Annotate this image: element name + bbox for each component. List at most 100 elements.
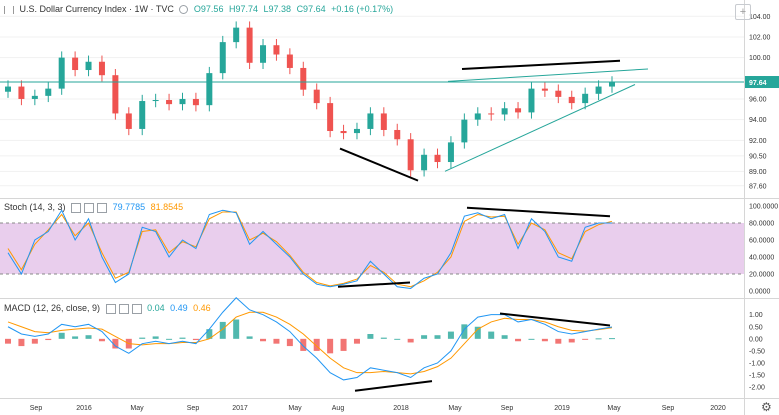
macd-hist-bar bbox=[340, 338, 347, 351]
macd-hist-bar bbox=[407, 338, 414, 343]
macd-hist-bar bbox=[260, 338, 267, 342]
stoch-tick: 60.0000 bbox=[749, 238, 774, 245]
time-tick: Sep bbox=[501, 405, 514, 412]
candle-body bbox=[300, 67, 307, 90]
add-compare-icon[interactable]: + bbox=[735, 4, 751, 20]
macd-hist-bar bbox=[246, 336, 253, 339]
candle bbox=[300, 61, 307, 96]
candle-body bbox=[447, 142, 454, 163]
candle-body bbox=[367, 113, 374, 129]
candle bbox=[515, 102, 522, 119]
price-tick: 102.00 bbox=[749, 34, 771, 41]
candle bbox=[45, 82, 52, 103]
macd-hist-bar bbox=[152, 336, 159, 339]
candle bbox=[541, 82, 548, 97]
candle bbox=[340, 124, 347, 140]
candle-body bbox=[528, 88, 535, 113]
macd-hist-bar bbox=[179, 337, 186, 339]
macd-hist-bar bbox=[233, 319, 240, 339]
candle-body bbox=[313, 89, 320, 104]
visibility-icon[interactable] bbox=[105, 303, 116, 314]
candle-body bbox=[206, 73, 213, 106]
macd-divergence-low bbox=[354, 380, 433, 392]
gear-icon[interactable]: ⚙ bbox=[761, 400, 772, 414]
ohlc-high: H97.74 bbox=[228, 4, 258, 14]
settings-icon[interactable] bbox=[118, 303, 129, 314]
stoch-name[interactable]: Stoch (14, 3, 3) bbox=[4, 202, 66, 212]
price-tick: 96.00 bbox=[749, 96, 767, 103]
macd-hist-bar bbox=[595, 338, 602, 340]
macd-hist-bar bbox=[488, 331, 495, 339]
macd-divergence-top bbox=[499, 312, 611, 327]
time-tick: May bbox=[130, 405, 144, 412]
price-tick: 89.00 bbox=[749, 169, 767, 176]
candle bbox=[582, 87, 589, 110]
price-tick: 90.50 bbox=[749, 153, 767, 160]
macd-hist-bar bbox=[273, 338, 280, 344]
candle-body bbox=[353, 128, 360, 134]
candle-body bbox=[58, 57, 65, 89]
macd-tick: -2.00 bbox=[749, 385, 765, 392]
divergence-line-low bbox=[339, 147, 419, 182]
macd-hist-bar bbox=[18, 338, 25, 347]
candle bbox=[367, 107, 374, 136]
macd-hist-bar bbox=[380, 337, 387, 339]
remove-icon[interactable] bbox=[97, 202, 108, 213]
stoch-tick: 0.0000 bbox=[749, 289, 771, 296]
macd-hist-bar bbox=[555, 338, 562, 344]
symbol-flag-icon[interactable] bbox=[179, 5, 189, 15]
macd-hist-value: 0.04 bbox=[147, 303, 165, 313]
collapse-icon[interactable] bbox=[4, 5, 14, 14]
candle-body bbox=[568, 96, 575, 104]
time-tick: 2019 bbox=[554, 405, 570, 412]
macd-hist-bar bbox=[367, 334, 374, 339]
macd-hist-bar bbox=[528, 338, 535, 340]
candle-body bbox=[72, 57, 79, 71]
remove-icon[interactable] bbox=[131, 303, 142, 314]
candle bbox=[447, 136, 454, 169]
stoch-k-line bbox=[7, 209, 612, 289]
macd-hist-bar bbox=[206, 329, 213, 339]
time-tick: Sep bbox=[662, 405, 675, 412]
candle-body bbox=[582, 93, 589, 104]
stoch-d-value: 81.8545 bbox=[150, 202, 184, 212]
ohlc-close: C97.64 bbox=[296, 4, 326, 14]
candle-body bbox=[501, 108, 508, 115]
visibility-icon[interactable] bbox=[71, 202, 82, 213]
price-tick: 87.60 bbox=[749, 183, 767, 190]
macd-hist-bar bbox=[609, 338, 615, 340]
time-tick: Sep bbox=[187, 405, 200, 412]
candle bbox=[206, 66, 213, 112]
candle bbox=[85, 55, 92, 77]
time-tick: May bbox=[607, 405, 621, 412]
candle bbox=[98, 55, 105, 82]
macd-hist-bar bbox=[421, 335, 428, 339]
candle bbox=[434, 148, 441, 169]
macd-hist-bar bbox=[474, 326, 481, 339]
candle bbox=[394, 123, 401, 146]
candle bbox=[139, 94, 146, 136]
trendline-upper bbox=[447, 68, 649, 82]
candle-body bbox=[192, 98, 199, 106]
price-tick: 92.00 bbox=[749, 138, 767, 145]
stoch-tick: 40.0000 bbox=[749, 255, 774, 262]
divergence-line-top bbox=[461, 59, 621, 70]
macd-tick: 0.00 bbox=[749, 336, 763, 343]
settings-icon[interactable] bbox=[84, 202, 95, 213]
stoch-k-value: 79.7785 bbox=[112, 202, 146, 212]
macd-hist-bar bbox=[286, 338, 293, 347]
macd-name[interactable]: MACD (12, 26, close, 9) bbox=[4, 303, 101, 313]
stoch-legend: Stoch (14, 3, 3) 79.7785 81.8545 bbox=[4, 202, 186, 213]
macd-legend: MACD (12, 26, close, 9) 0.04 0.49 0.46 bbox=[4, 303, 214, 314]
symbol-name[interactable]: U.S. Dollar Currency Index · 1W · TVC bbox=[19, 4, 174, 14]
symbol-header: U.S. Dollar Currency Index · 1W · TVC O9… bbox=[4, 4, 396, 15]
candle-body bbox=[461, 119, 468, 143]
macd-hist-bar bbox=[72, 336, 79, 339]
macd-line bbox=[7, 297, 613, 381]
ohlc-change: +0.16 (+0.17%) bbox=[331, 4, 394, 14]
candle bbox=[474, 107, 481, 126]
stoch-tick: 100.0000 bbox=[749, 204, 778, 211]
stoch-divergence-top bbox=[466, 206, 611, 218]
time-tick: Aug bbox=[332, 405, 345, 412]
